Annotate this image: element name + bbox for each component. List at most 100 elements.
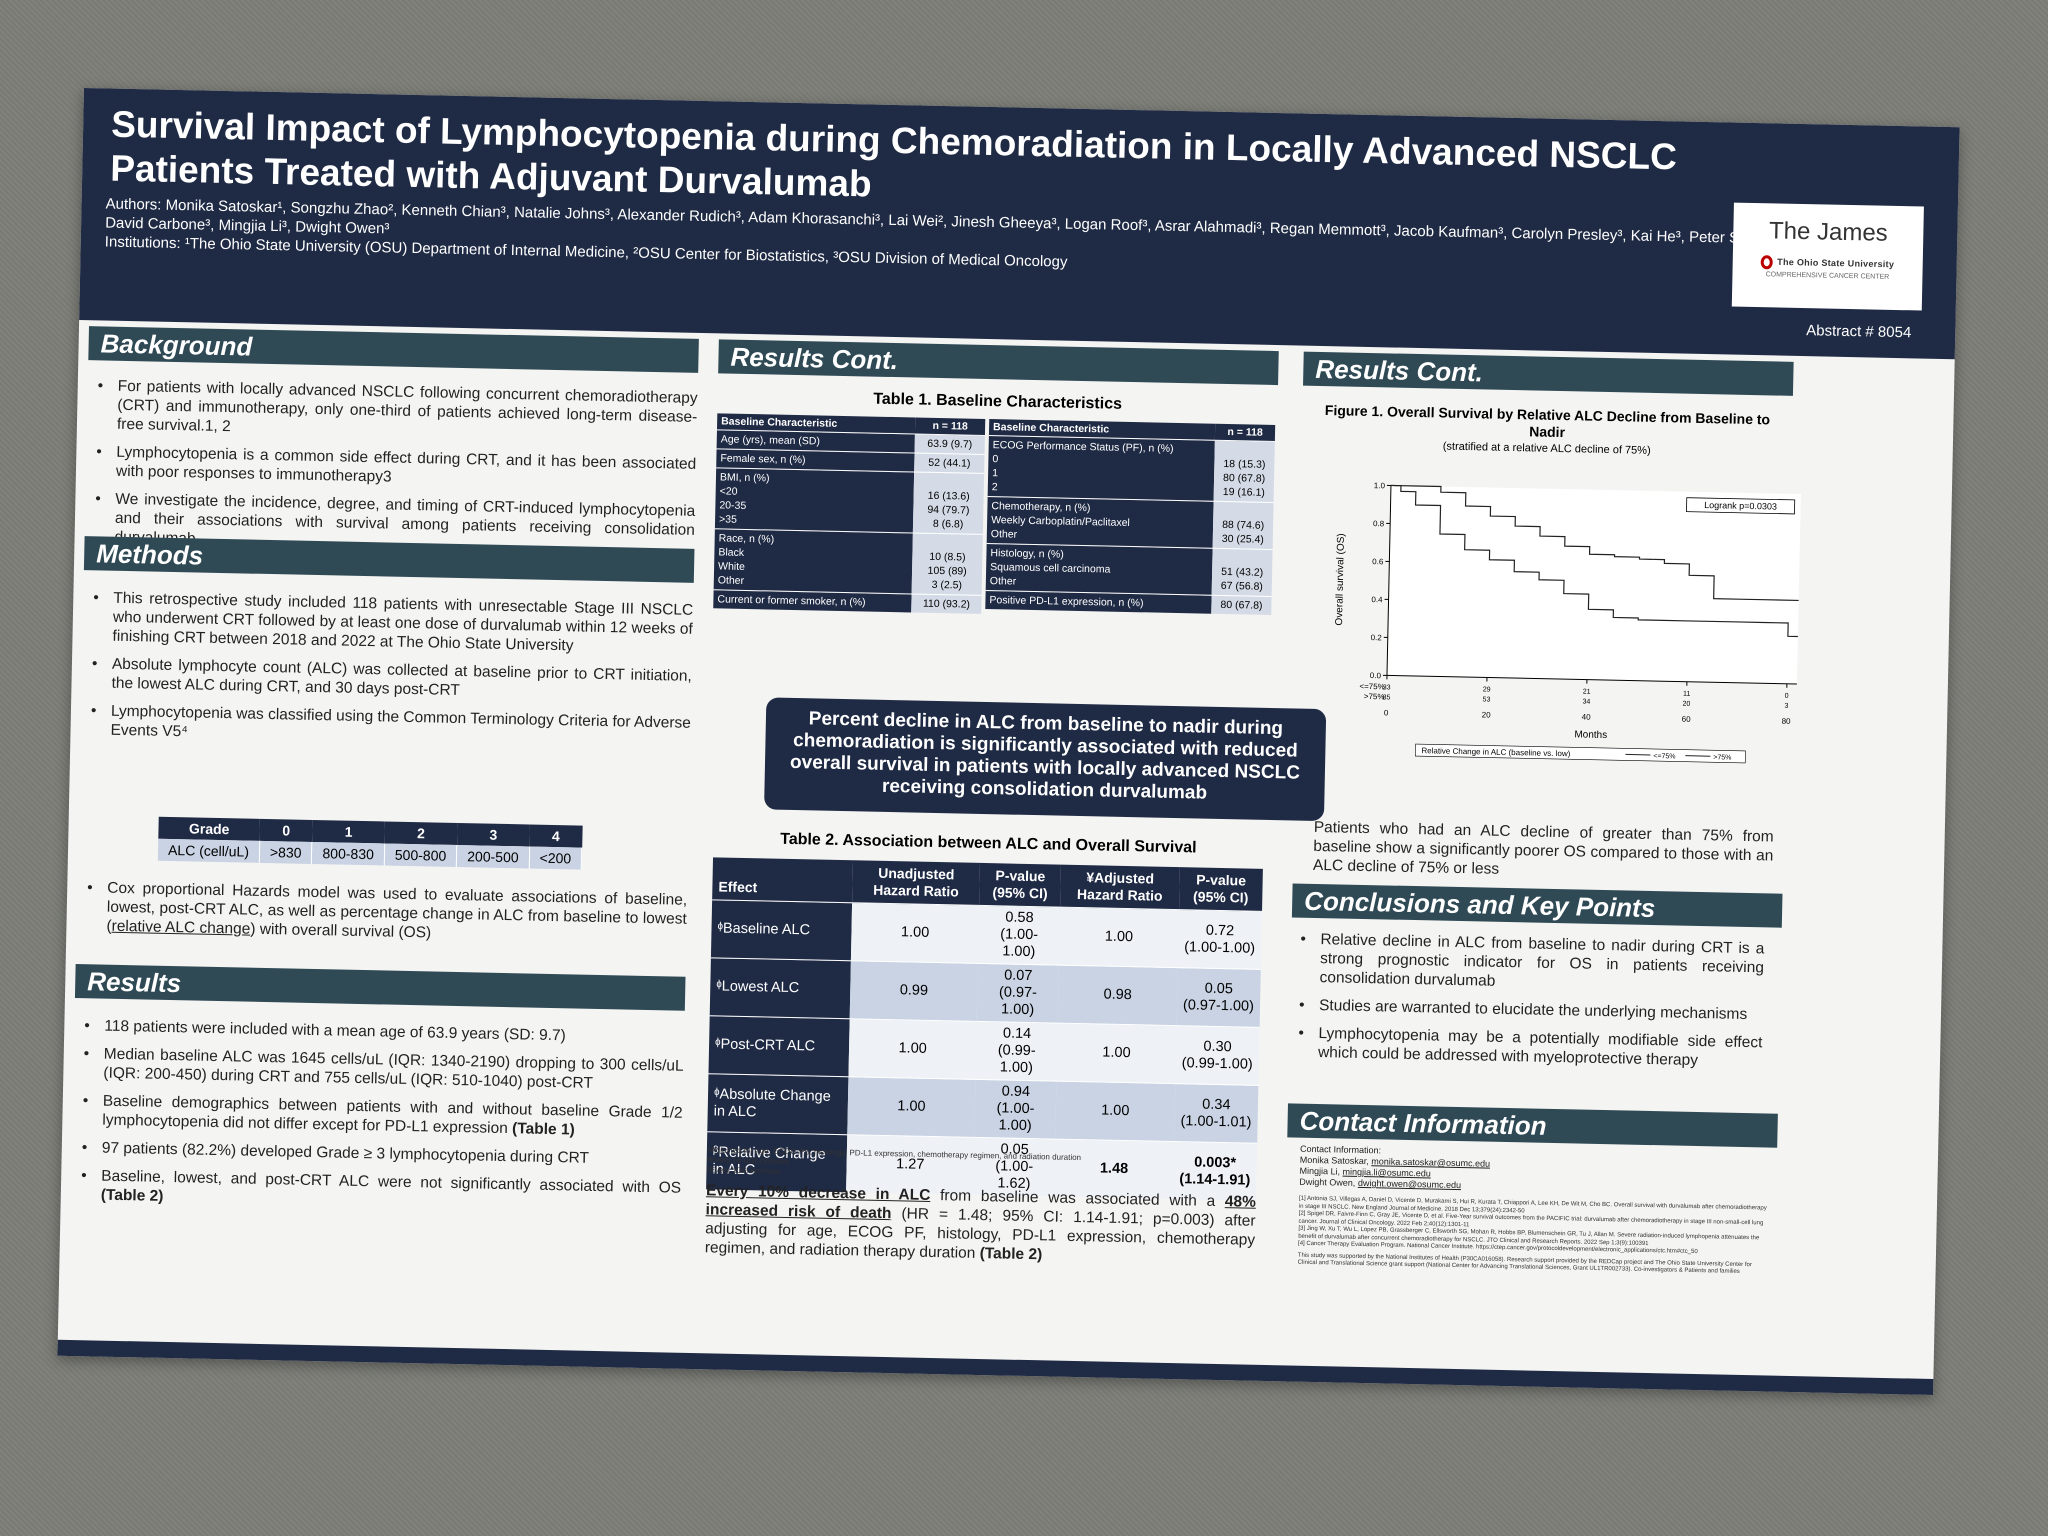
email-link[interactable]: mingjia.li@osumc.edu xyxy=(1342,1166,1431,1179)
t1-value: 52 (44.1) xyxy=(914,452,985,474)
results-section: 118 patients were included with a mean a… xyxy=(74,1016,684,1226)
logrank-box xyxy=(1686,497,1796,515)
t2-cell: 1.00 xyxy=(847,1076,976,1138)
x-ticks: 0 20 40 60 80 xyxy=(1384,675,1792,726)
x-tick-label: 80 xyxy=(1782,717,1792,726)
y-axis-label: Overall survival (OS) xyxy=(1334,533,1347,625)
background-item: For patients with locally advanced NSCLC… xyxy=(91,376,698,446)
t2-cell: 0.14 (0.99-1.00) xyxy=(975,1021,1058,1082)
t1-value: 10 (8.5) 105 (89) 3 (2.5) xyxy=(911,532,983,596)
y-tick-label: 0.6 xyxy=(1372,557,1384,566)
t2-cell: 0.34 (1.00-1.01) xyxy=(1174,1083,1259,1144)
t2-header: P-value (95% CI) xyxy=(1178,867,1263,912)
logo-university: The Ohio State University xyxy=(1733,255,1923,273)
methods-item: This retrospective study included 118 pa… xyxy=(86,588,693,658)
at-risk-gt75: 20 xyxy=(1682,701,1690,708)
logrank-label: Logrank p=0.0303 xyxy=(1704,500,1777,512)
x-axis-label: Months xyxy=(1574,729,1607,741)
baseline-table-left: Baseline Characteristic n = 118 Age (yrs)… xyxy=(713,413,986,614)
t2-effect: ᶲBaseline ALC xyxy=(710,899,853,961)
at-risk-gt75: 85 xyxy=(1383,694,1391,701)
poster: Survival Impact of Lymphocytopenia durin… xyxy=(57,88,1960,1396)
y-tick-label: 0.4 xyxy=(1371,595,1383,604)
t1-header: n = 118 xyxy=(1214,423,1276,442)
t2-cell: 0.99 xyxy=(849,960,979,1022)
grade-header: Grade xyxy=(158,816,261,841)
results-heading: Results xyxy=(74,964,686,1011)
osu-block-o-icon xyxy=(1761,255,1774,270)
at-risk-table: 33 85 29 53 21 34 11 20 0 3 xyxy=(1383,684,1789,709)
risk-label-le75: <=75% xyxy=(1359,682,1385,692)
legend-gt75: >75% xyxy=(1713,754,1731,761)
t2-cell: 1.00 xyxy=(848,1018,977,1080)
grade-cell: 800-830 xyxy=(311,841,385,866)
legend-le75: <=75% xyxy=(1653,753,1675,760)
t1-value: 80 (67.8) xyxy=(1211,595,1272,615)
x-tick-label: 60 xyxy=(1682,715,1692,724)
methods-item: Cox proportional Hazards model was used … xyxy=(80,878,687,948)
methods-item: Absolute lymphocyte count (ALC) was coll… xyxy=(85,654,692,705)
t2-cell: 0.05 (0.97-1.00) xyxy=(1176,967,1261,1028)
t2-effect: ᶲPost-CRT ALC xyxy=(708,1015,850,1077)
risk-label-gt75: >75% xyxy=(1364,692,1385,701)
t1-value: 63.9 (9.7) xyxy=(914,433,985,455)
grade-cell: >830 xyxy=(259,840,313,864)
figure-caption: Patients who had an ALC decline of great… xyxy=(1312,818,1774,878)
grade-header: 1 xyxy=(312,819,386,844)
methods-section: This retrospective study included 118 pa… xyxy=(84,588,693,761)
table1-title: Table 1. Baseline Characteristics xyxy=(873,390,1123,413)
t2-cell: 0.07 (0.97-1.00) xyxy=(976,963,1059,1024)
x-tick-label: 40 xyxy=(1582,713,1592,722)
background-item: Lymphocytopenia is a common side effect … xyxy=(90,442,697,493)
curve-le75 xyxy=(1390,484,1799,602)
table2-title: Table 2. Association between ALC and Ove… xyxy=(780,830,1197,857)
email-link[interactable]: dwight.owen@osumc.edu xyxy=(1357,1177,1462,1191)
at-risk-le75: 11 xyxy=(1683,691,1691,698)
grade-header: 4 xyxy=(529,824,583,848)
t2-cell: 0.94 (1.00-1.00) xyxy=(974,1079,1057,1140)
t1-label: Chemotherapy, n (%) Weekly Carboplatin/P… xyxy=(986,496,1214,549)
t2-cell: 0.58 (1.00-1.00) xyxy=(978,905,1061,966)
summary-lead: Every 10% decrease in ALC xyxy=(705,1182,931,1204)
t2-cell: 0.72 (1.00-1.00) xyxy=(1177,909,1263,970)
t1-value: 88 (74.6) 30 (25.4) xyxy=(1212,501,1274,550)
table1-ref: (Table 1) xyxy=(511,1120,575,1139)
grade-header: 2 xyxy=(384,821,458,845)
grade-cell: 200-500 xyxy=(456,844,530,869)
summary-table-ref: (Table 2) xyxy=(979,1245,1043,1264)
t2-cell: 1.00 xyxy=(1055,1081,1176,1142)
summary-paragraph: Every 10% decrease in ALC from baseline … xyxy=(704,1182,1257,1264)
y-tick-label: 0.2 xyxy=(1371,633,1383,642)
at-risk-le75: 29 xyxy=(1483,686,1491,693)
y-tick-label: 1.0 xyxy=(1374,481,1386,490)
t1-label: Current or former smoker, n (%) xyxy=(713,589,912,613)
legend-line-le75 xyxy=(1625,753,1651,756)
table2-ref: (Table 2) xyxy=(100,1186,164,1205)
t2-cell: 1.00 xyxy=(1058,907,1179,968)
footer-strip xyxy=(57,1339,1934,1396)
key-finding-callout: Percent decline in ALC from baseline to … xyxy=(764,697,1327,822)
t1-label: Positive PD-L1 expression, n (%) xyxy=(985,590,1212,614)
t1-label: ECOG Performance Status (PF), n (%) 0 1 … xyxy=(987,435,1215,502)
poster-header: Survival Impact of Lymphocytopenia durin… xyxy=(79,88,1960,360)
t1-label: BMI, n (%) <20 20-35 >35 xyxy=(714,467,915,533)
methods-item: Lymphocytopenia was classified using the… xyxy=(84,701,691,752)
t1-value: 51 (43.2) 67 (56.8) xyxy=(1211,548,1273,597)
at-risk-le75: 0 xyxy=(1785,693,1789,700)
results-item: Median baseline ALC was 1645 cells/uL (I… xyxy=(77,1044,684,1095)
grade-cell: 500-800 xyxy=(384,843,457,867)
grade-header: 3 xyxy=(456,822,530,847)
t2-cell: 0.98 xyxy=(1057,965,1178,1026)
t1-label: Histology, n (%) Squamous cell carcinoma… xyxy=(985,543,1213,596)
t2-cell: 0.30 (0.99-1.00) xyxy=(1175,1025,1260,1086)
t2-effect: ᶲLowest ALC xyxy=(709,957,851,1019)
y-axis xyxy=(1386,485,1392,676)
results-item: Baseline, lowest, and post-CRT ALC were … xyxy=(75,1166,682,1217)
t2-effect: ᶲAbsolute Change in ALC xyxy=(707,1073,849,1135)
at-risk-le75: 33 xyxy=(1383,684,1391,691)
curve-gt75 xyxy=(1390,484,1798,638)
t1-label: Race, n (%) Black White Other xyxy=(713,528,913,594)
at-risk-gt75: 53 xyxy=(1483,696,1491,703)
plot-area xyxy=(1386,485,1801,685)
references: [1] Antonia SJ, Villegas A, Daniel D, Vi… xyxy=(1298,1196,1769,1277)
